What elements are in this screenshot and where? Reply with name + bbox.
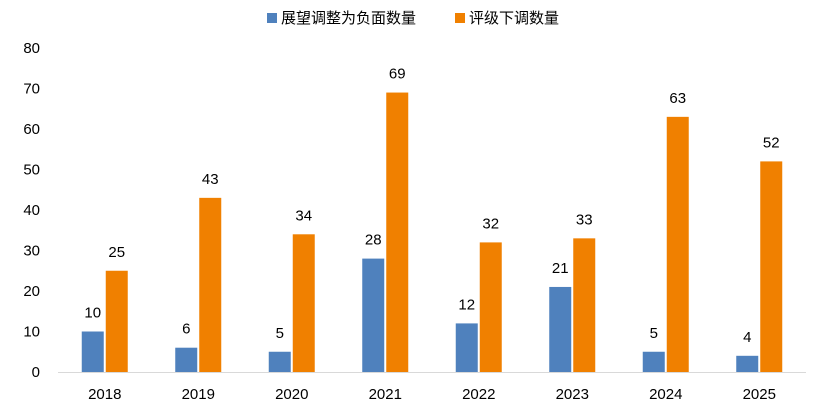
data-label-outlook-negative-2020: 5	[276, 325, 284, 342]
data-label-outlook-negative-2025: 4	[743, 329, 751, 346]
bar-outlook-negative-2020	[268, 351, 291, 372]
x-tick-label: 2022	[462, 386, 495, 403]
data-label-rating-downgrade-2021: 69	[389, 66, 406, 83]
bar-outlook-negative-2024	[642, 351, 665, 372]
x-tick-label: 2019	[182, 386, 215, 403]
x-tick-label: 2024	[649, 386, 682, 403]
y-tick-label: 60	[23, 121, 40, 138]
bar-rating-downgrade-2021	[386, 92, 409, 373]
legend-label-rating-downgrade: 评级下调数量	[469, 9, 559, 27]
bar-outlook-negative-2019	[175, 347, 198, 372]
data-label-rating-downgrade-2018: 25	[108, 244, 125, 261]
bar-outlook-negative-2022	[455, 323, 478, 372]
data-label-outlook-negative-2018: 10	[84, 305, 101, 322]
bar-rating-downgrade-2025	[760, 161, 783, 372]
x-axis: 2018 2019 2020 2021 2022 2023 2024 2025	[88, 386, 776, 403]
bar-rating-downgrade-2018	[105, 270, 128, 372]
data-label-outlook-negative-2022: 12	[458, 296, 475, 313]
x-tick-label: 2018	[88, 386, 121, 403]
x-tick-label: 2021	[369, 386, 402, 403]
data-label-outlook-negative-2021: 28	[365, 232, 382, 249]
y-tick-label: 50	[23, 162, 40, 179]
legend-swatch-outlook-negative	[267, 13, 277, 23]
x-tick-label: 2025	[743, 386, 776, 403]
y-tick-label: 30	[23, 243, 40, 260]
legend-label-outlook-negative: 展望调整为负面数量	[281, 9, 416, 27]
data-label-rating-downgrade-2023: 33	[576, 211, 593, 228]
y-tick-label: 20	[23, 283, 40, 300]
bar-outlook-negative-2018	[81, 331, 104, 372]
y-tick-label: 0	[32, 364, 40, 381]
bar-outlook-negative-2023	[549, 286, 572, 372]
y-tick-label: 10	[23, 324, 40, 341]
bars	[81, 92, 783, 373]
bar-rating-downgrade-2022	[479, 242, 502, 372]
y-tick-label: 40	[23, 202, 40, 219]
bar-rating-downgrade-2023	[573, 238, 596, 372]
data-label-rating-downgrade-2025: 52	[763, 134, 780, 151]
bar-rating-downgrade-2019	[199, 197, 222, 372]
data-label-rating-downgrade-2020: 34	[295, 207, 312, 224]
data-label-rating-downgrade-2019: 43	[202, 171, 219, 188]
data-label-outlook-negative-2023: 21	[552, 260, 569, 277]
y-tick-label: 80	[23, 40, 40, 57]
data-label-rating-downgrade-2024: 63	[669, 90, 686, 107]
data-label-outlook-negative-2019: 6	[182, 321, 190, 338]
bar-rating-downgrade-2024	[666, 116, 689, 372]
y-axis: 0 10 20 30 40 50 60 70 80	[23, 40, 40, 381]
data-labels: 10 25 6 43 5 34 28 69 12 32 21 33 5 63 4 52	[84, 66, 779, 346]
bar-outlook-negative-2025	[736, 355, 759, 372]
y-tick-label: 70	[23, 81, 40, 98]
legend: 展望调整为负面数量 评级下调数量	[267, 9, 559, 27]
x-tick-label: 2020	[275, 386, 308, 403]
data-label-outlook-negative-2024: 5	[650, 325, 658, 342]
data-label-rating-downgrade-2022: 32	[482, 215, 499, 232]
legend-swatch-rating-downgrade	[455, 13, 465, 23]
bar-outlook-negative-2021	[362, 258, 385, 372]
x-tick-label: 2023	[556, 386, 589, 403]
bar-rating-downgrade-2020	[292, 234, 315, 372]
